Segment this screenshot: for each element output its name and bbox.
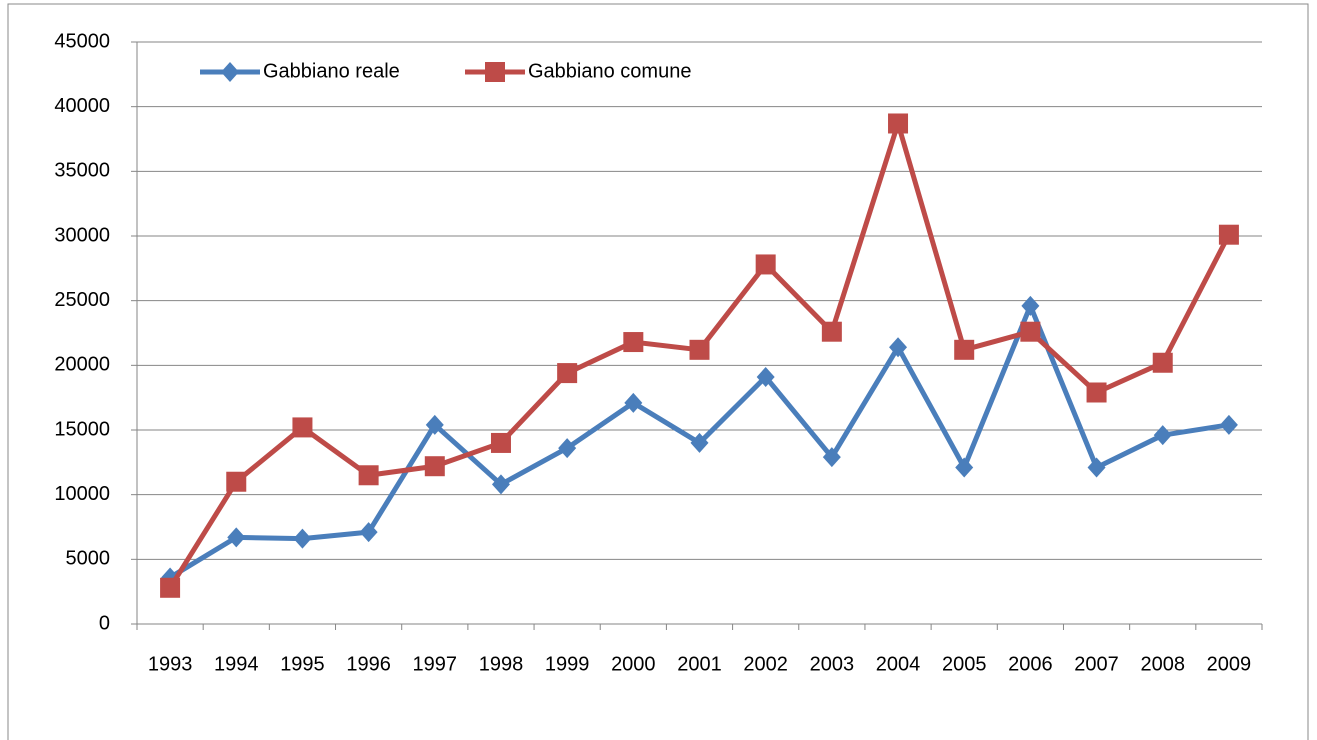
x-tick-label: 1998 (479, 653, 524, 675)
point-marker (690, 432, 709, 453)
chart-border (7, 3, 1309, 740)
x-tick-label: 2006 (1008, 653, 1053, 675)
x-tick-label: 2003 (810, 653, 855, 675)
x-tick-label: 1999 (545, 653, 590, 675)
x-tick-label: 2008 (1140, 653, 1185, 675)
point-marker (1219, 414, 1238, 435)
x-tick-label: 1995 (280, 653, 325, 675)
point-marker (293, 528, 312, 549)
point-marker (1152, 352, 1173, 373)
point-marker (491, 474, 510, 495)
x-tick-label: 1996 (346, 653, 391, 675)
x-tick-label: 2000 (611, 653, 656, 675)
point-marker (558, 438, 577, 459)
point-marker (954, 339, 975, 360)
x-tick-label: 1994 (214, 653, 259, 675)
point-marker (490, 432, 511, 453)
x-tick-label: 2001 (677, 653, 722, 675)
y-tick-label: 25000 (54, 289, 110, 311)
legend-label: Gabbiano reale (263, 60, 400, 82)
y-tick-label: 10000 (54, 483, 110, 505)
point-marker (889, 337, 908, 358)
point-marker (623, 332, 644, 353)
y-tick-label: 15000 (54, 418, 110, 440)
point-marker (1218, 224, 1239, 245)
point-marker (821, 321, 842, 342)
point-marker (160, 577, 181, 598)
legend-label: Gabbiano comune (528, 60, 691, 82)
y-tick-label: 0 (99, 612, 110, 634)
y-tick-label: 40000 (54, 95, 110, 117)
point-marker (1086, 382, 1107, 403)
point-marker (424, 456, 445, 477)
x-tick-label: 1997 (413, 653, 458, 675)
point-marker (888, 113, 909, 134)
point-marker (425, 414, 444, 435)
point-marker (756, 366, 775, 387)
x-tick-label: 2004 (876, 653, 921, 675)
x-tick-label: 2007 (1074, 653, 1119, 675)
point-marker (227, 527, 246, 548)
y-tick-label: 30000 (54, 224, 110, 246)
point-marker (822, 447, 841, 468)
legend-marker (221, 62, 239, 82)
point-marker (1087, 457, 1106, 478)
point-marker (292, 417, 313, 438)
point-marker (1020, 321, 1041, 342)
point-marker (755, 254, 776, 275)
legend-marker (485, 62, 505, 82)
y-tick-label: 5000 (66, 548, 111, 570)
x-tick-label: 2009 (1207, 653, 1252, 675)
point-marker (358, 465, 379, 486)
y-tick-label: 20000 (54, 354, 110, 376)
point-marker (955, 457, 974, 478)
point-marker (557, 363, 578, 384)
y-tick-label: 35000 (54, 160, 110, 182)
y-tick-label: 45000 (54, 30, 110, 52)
x-tick-label: 2002 (743, 653, 788, 675)
point-marker (1021, 295, 1040, 316)
point-marker (624, 392, 643, 413)
point-marker (689, 339, 710, 360)
point-marker (359, 522, 378, 543)
point-marker (1153, 425, 1172, 446)
x-tick-label: 2005 (942, 653, 987, 675)
point-marker (226, 471, 247, 492)
x-tick-label: 1993 (148, 653, 193, 675)
